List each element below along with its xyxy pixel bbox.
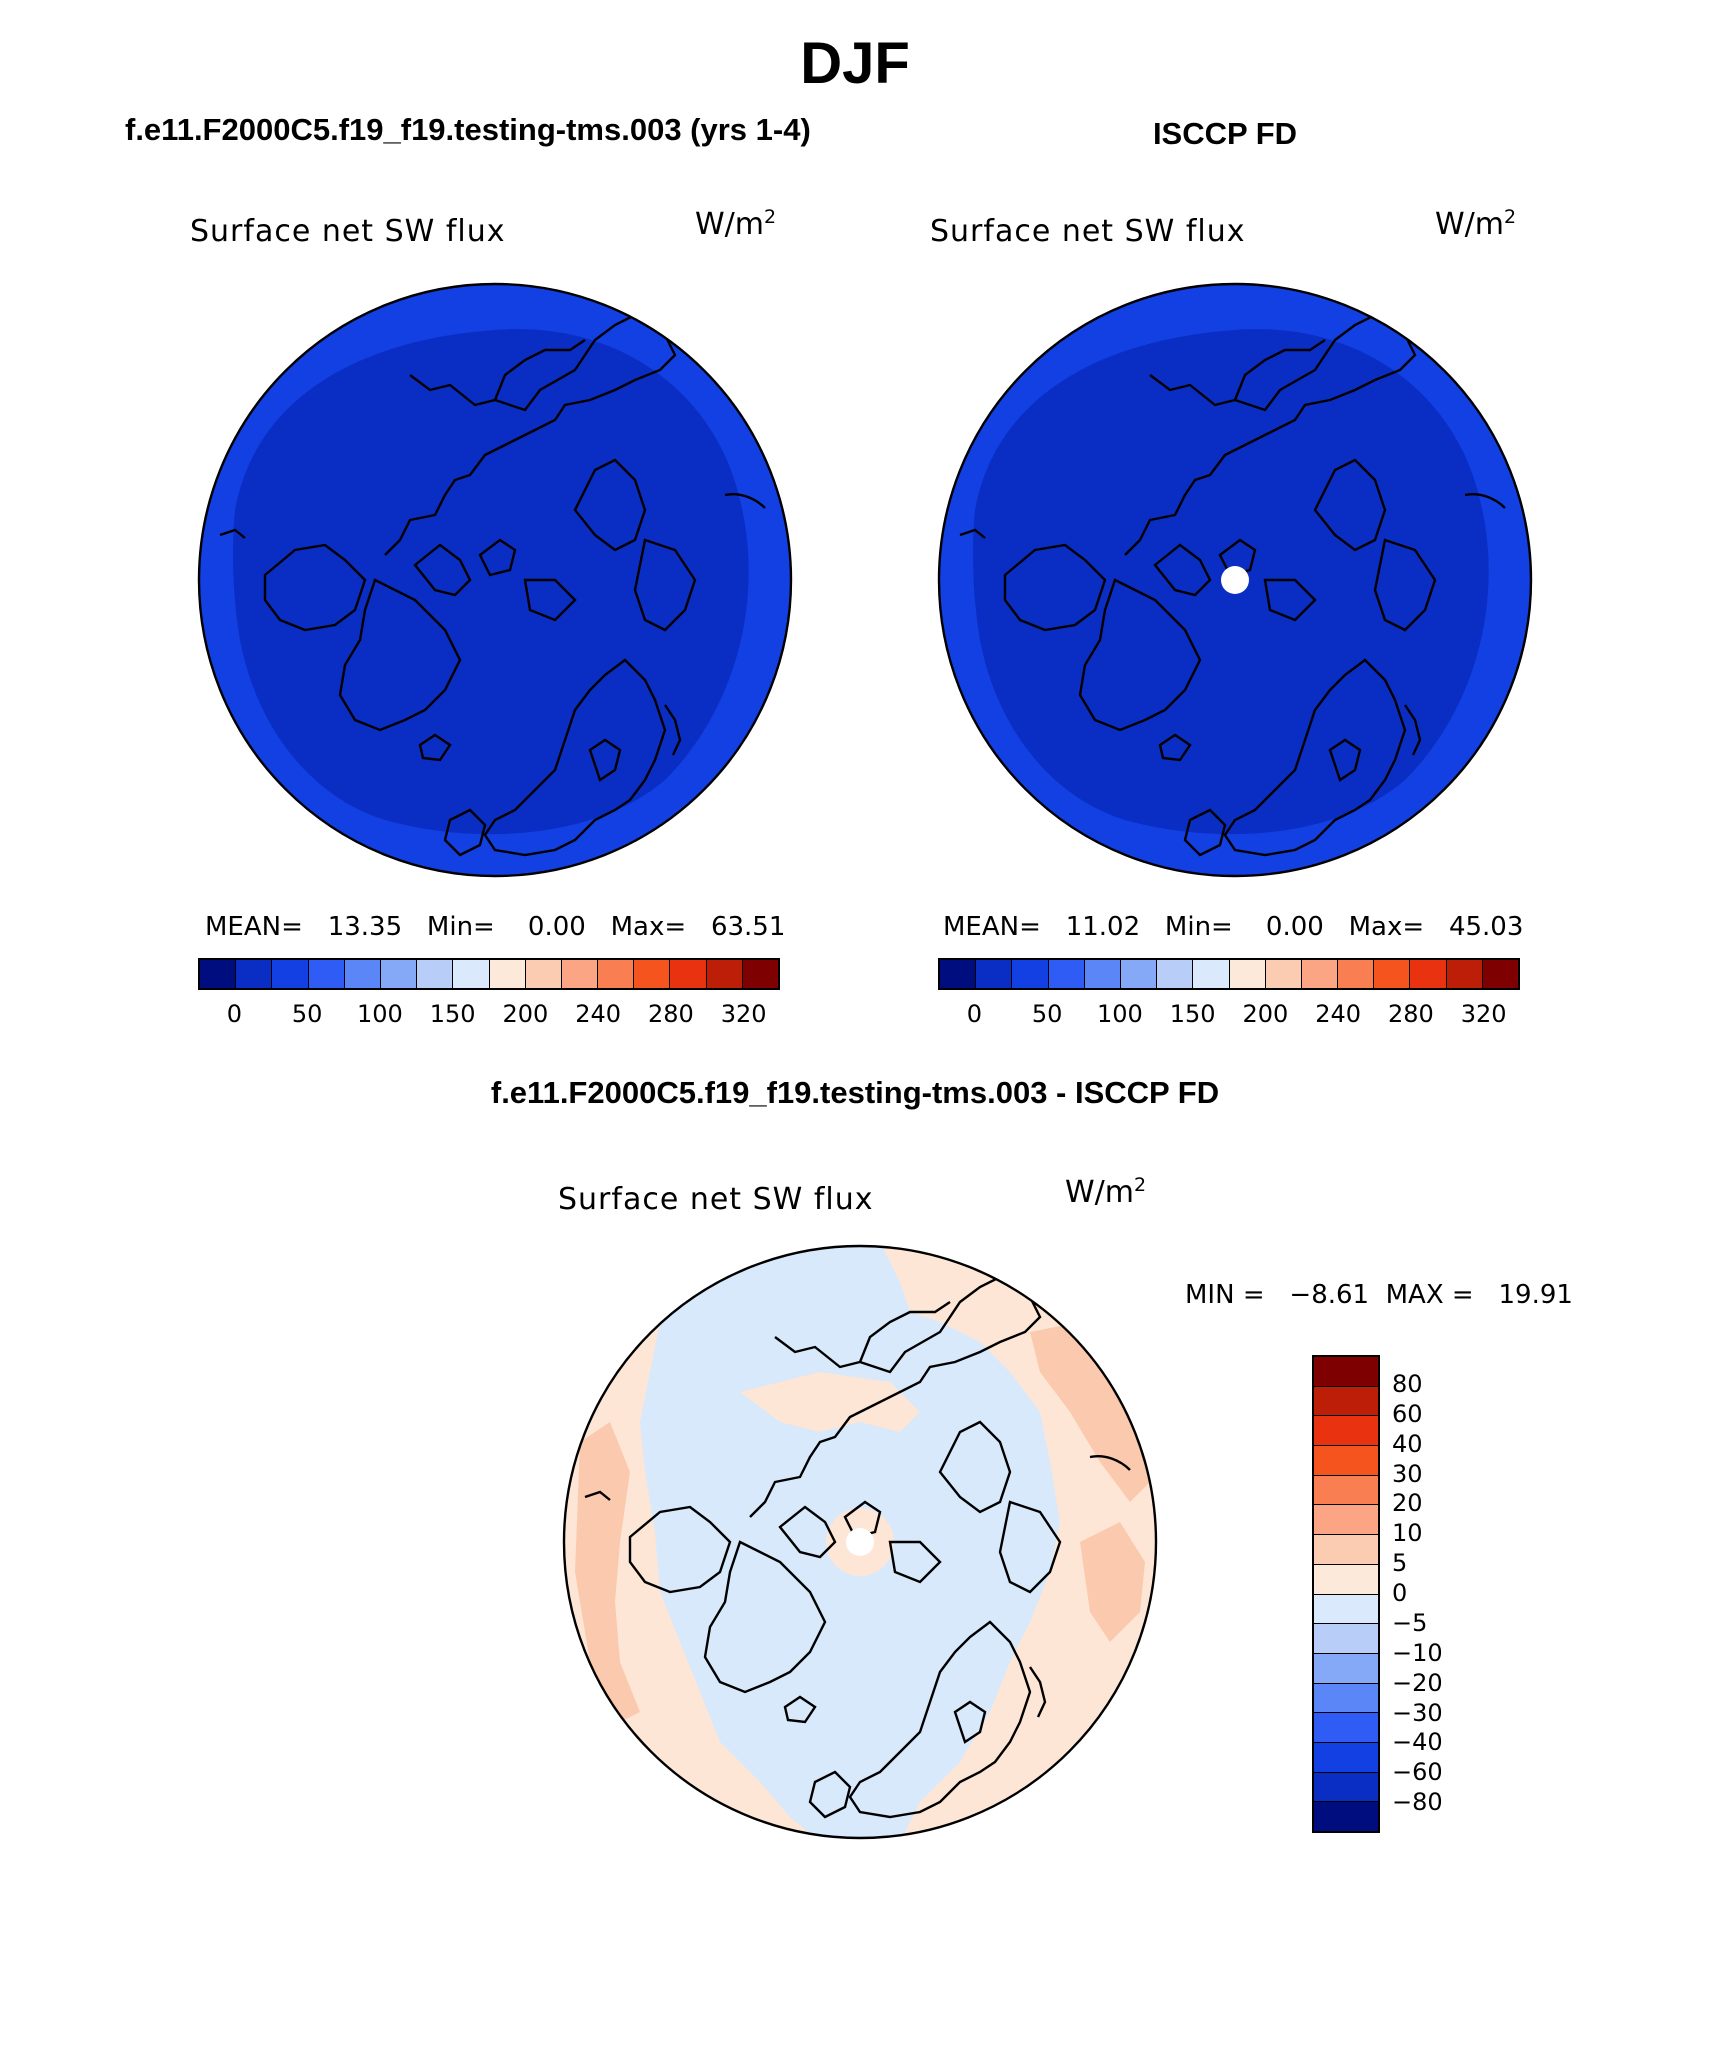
colorbar-cell — [670, 960, 707, 988]
colorbar-cell — [1410, 960, 1447, 988]
colorbar-cell — [1314, 1446, 1378, 1476]
colorbar-cell — [1314, 1594, 1378, 1625]
colorbar-cell — [1314, 1505, 1378, 1536]
colorbar-cell — [344, 960, 381, 988]
colorbar-cell — [1229, 960, 1266, 988]
right-panel-title: ISCCP FD — [1152, 116, 1298, 151]
colorbar-cell — [976, 960, 1013, 988]
colorbar-tick-label: 0 — [226, 1000, 243, 1028]
colorbar-tick-label: −10 — [1392, 1638, 1443, 1667]
colorbar-cell — [1157, 960, 1194, 988]
colorbar-cell — [1314, 1564, 1378, 1595]
colorbar-cell — [1314, 1475, 1378, 1506]
colorbar-tick-label: 100 — [1096, 1000, 1143, 1028]
colorbar-tick-label: −80 — [1392, 1788, 1443, 1817]
colorbar-cell — [1314, 1772, 1378, 1803]
diff-colorbar — [1312, 1355, 1380, 1833]
colorbar-cell — [1265, 960, 1302, 988]
left-colorbar — [198, 958, 780, 990]
colorbar-tick-label: 240 — [1315, 1000, 1362, 1028]
left-polar-map — [197, 282, 793, 878]
colorbar-cell — [598, 960, 635, 988]
colorbar-tick-label: 320 — [720, 1000, 767, 1028]
colorbar-cell — [1314, 1802, 1378, 1831]
colorbar-tick-label: −60 — [1392, 1758, 1443, 1787]
right-polar-map — [937, 282, 1533, 878]
colorbar-tick-label: −30 — [1392, 1698, 1443, 1727]
right-stats: MEAN= 11.02 Min= 0.00 Max= 45.03 — [943, 912, 1524, 942]
colorbar-cell — [706, 960, 743, 988]
colorbar-tick-label: 80 — [1392, 1369, 1423, 1398]
colorbar-tick-label: −5 — [1392, 1608, 1428, 1637]
right-map-units: W/m2 — [1435, 206, 1517, 242]
colorbar-tick-label: 60 — [1392, 1399, 1423, 1428]
page-title: DJF — [800, 31, 910, 96]
colorbar-cell — [742, 960, 778, 988]
colorbar-tick-label: 40 — [1392, 1429, 1423, 1458]
colorbar-cell — [1314, 1357, 1378, 1387]
colorbar-tick-label: 280 — [1387, 1000, 1434, 1028]
colorbar-tick-label: 5 — [1392, 1549, 1408, 1578]
colorbar-cell — [561, 960, 599, 988]
colorbar-cell — [1193, 960, 1230, 988]
colorbar-cell — [1314, 1535, 1378, 1565]
colorbar-cell — [1374, 960, 1411, 988]
colorbar-cell — [1314, 1653, 1378, 1684]
colorbar-cell — [1314, 1683, 1378, 1714]
colorbar-cell — [1048, 960, 1085, 988]
colorbar-tick-label: 280 — [647, 1000, 694, 1028]
colorbar-cell — [489, 960, 526, 988]
colorbar-cell — [1301, 960, 1339, 988]
colorbar-cell — [1314, 1416, 1378, 1447]
colorbar-tick-label: −40 — [1392, 1728, 1443, 1757]
right-colorbar — [938, 958, 1520, 990]
colorbar-cell — [1338, 960, 1375, 988]
colorbar-cell — [272, 960, 309, 988]
colorbar-cell — [1012, 960, 1049, 988]
colorbar-cell — [1314, 1742, 1378, 1773]
colorbar-cell — [1446, 960, 1483, 988]
colorbar-cell — [236, 960, 273, 988]
colorbar-tick-label: 200 — [1242, 1000, 1289, 1028]
colorbar-tick-label: 10 — [1392, 1519, 1423, 1548]
colorbar-cell — [1120, 960, 1158, 988]
colorbar-tick-label: 50 — [291, 1000, 323, 1028]
colorbar-cell — [1084, 960, 1121, 988]
left-map-units: W/m2 — [695, 206, 777, 242]
colorbar-tick-label: 240 — [575, 1000, 622, 1028]
colorbar-cell — [417, 960, 454, 988]
colorbar-tick-label: 30 — [1392, 1459, 1423, 1488]
colorbar-tick-label: 100 — [356, 1000, 403, 1028]
colorbar-cell — [1314, 1386, 1378, 1417]
colorbar-cell — [940, 960, 977, 988]
difference-polar-map — [562, 1244, 1158, 1840]
diff-map-units: W/m2 — [1065, 1174, 1147, 1210]
colorbar-tick-label: 200 — [502, 1000, 549, 1028]
colorbar-cell — [308, 960, 345, 988]
diff-panel-title: f.e11.F2000C5.f19_f19.testing-tms.003 - … — [490, 1075, 1220, 1110]
colorbar-tick-label: 20 — [1392, 1489, 1423, 1518]
colorbar-cell — [200, 960, 237, 988]
left-stats: MEAN= 13.35 Min= 0.00 Max= 63.51 — [205, 912, 786, 942]
colorbar-tick-label: 150 — [429, 1000, 476, 1028]
diff-map-variable-label: Surface net SW flux — [558, 1182, 874, 1217]
colorbar-cell — [380, 960, 418, 988]
colorbar-cell — [453, 960, 490, 988]
left-map-variable-label: Surface net SW flux — [190, 214, 506, 249]
diff-min-max: MIN = −8.61 MAX = 19.91 — [1185, 1280, 1573, 1310]
colorbar-cell — [525, 960, 562, 988]
colorbar-tick-label: −20 — [1392, 1668, 1443, 1697]
right-map-variable-label: Surface net SW flux — [930, 214, 1246, 249]
colorbar-cell — [1314, 1713, 1378, 1743]
colorbar-cell — [1482, 960, 1518, 988]
colorbar-tick-label: 0 — [966, 1000, 983, 1028]
colorbar-tick-label: 50 — [1031, 1000, 1063, 1028]
colorbar-tick-label: 0 — [1392, 1579, 1408, 1607]
colorbar-cell — [1314, 1624, 1378, 1654]
colorbar-tick-label: 320 — [1460, 1000, 1507, 1028]
colorbar-cell — [634, 960, 671, 988]
colorbar-tick-label: 150 — [1169, 1000, 1216, 1028]
left-panel-title: f.e11.F2000C5.f19_f19.testing-tms.003 (y… — [125, 112, 811, 147]
